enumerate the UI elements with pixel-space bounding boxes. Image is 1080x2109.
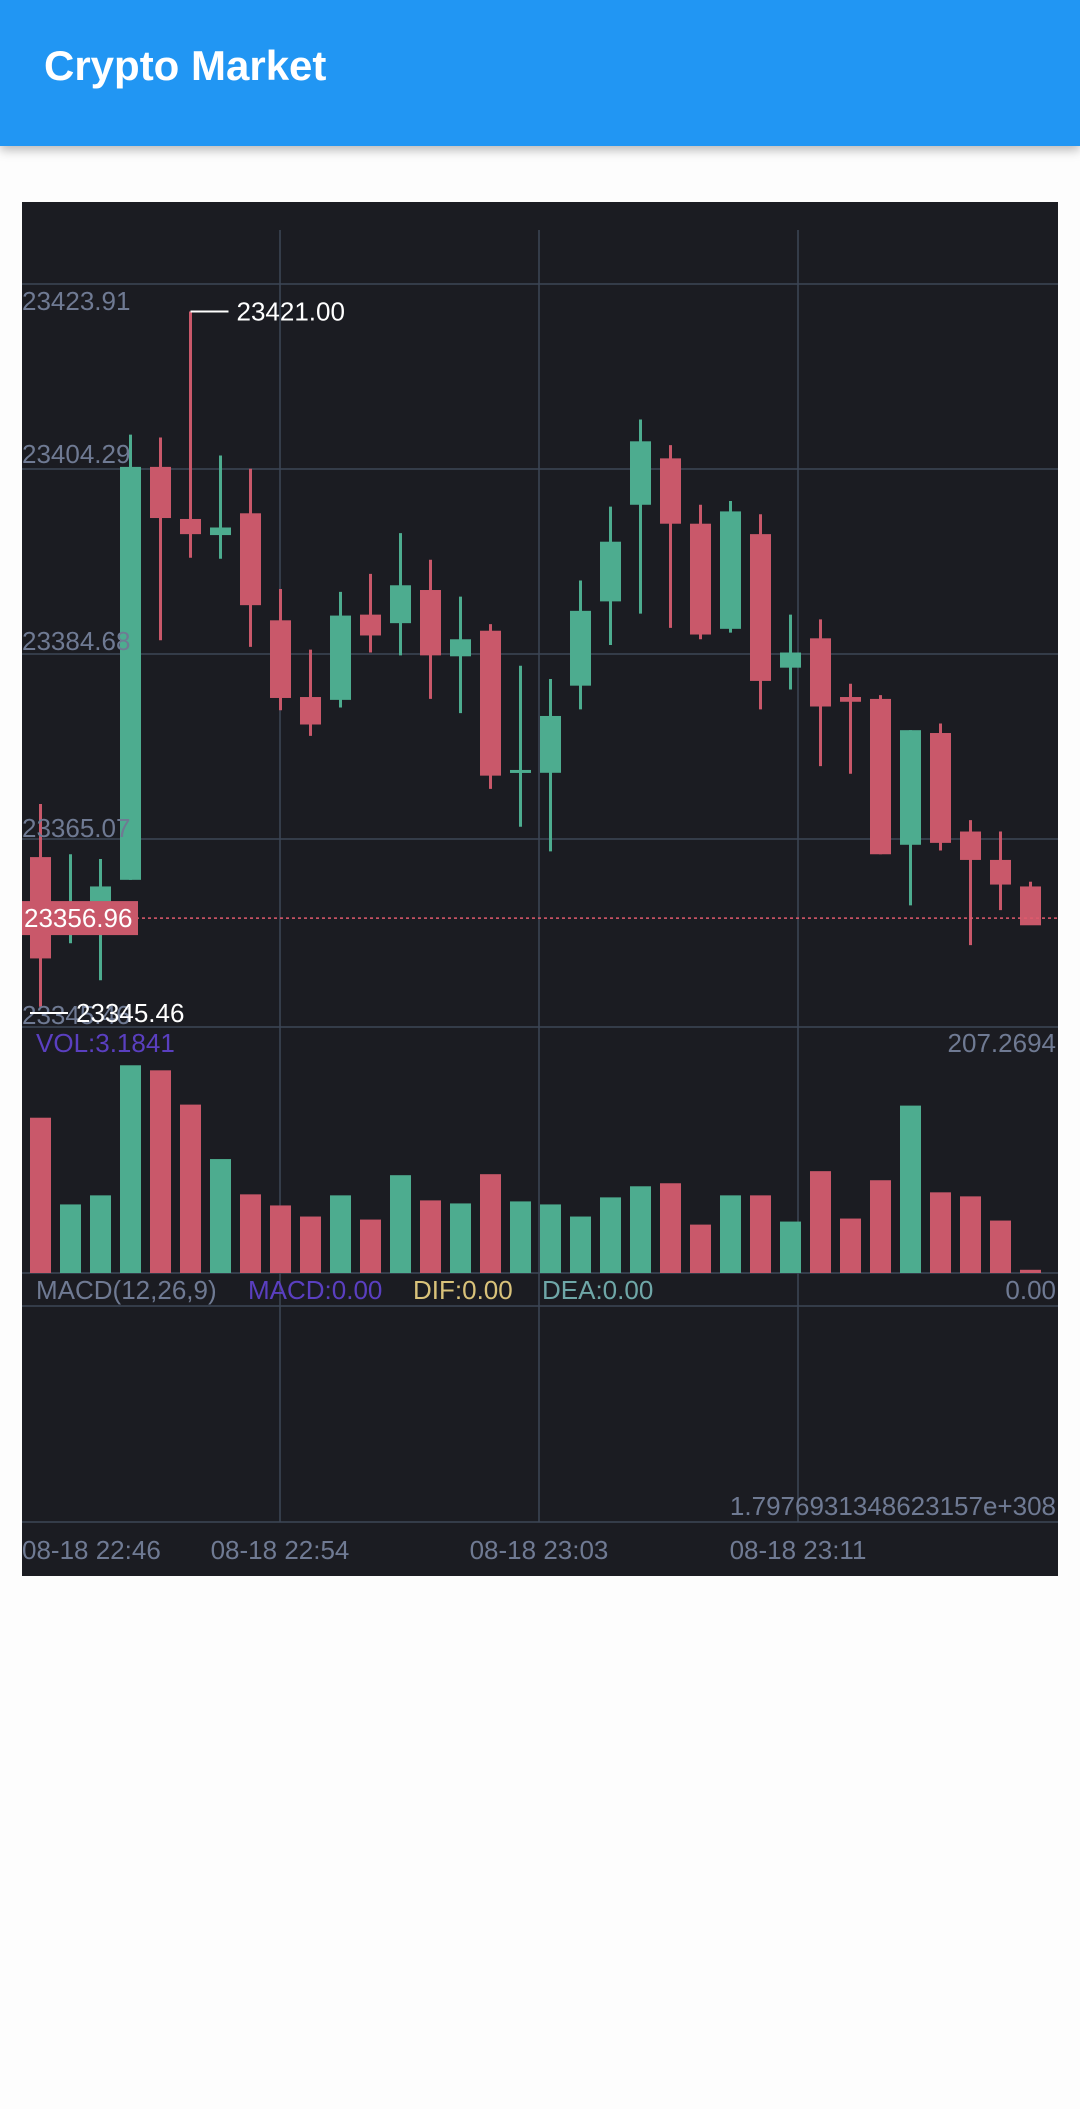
volume-bar [720, 1195, 741, 1273]
candle-body [840, 697, 861, 702]
candle-body [300, 697, 321, 725]
candles-layer [30, 311, 1041, 1007]
price-axis-label: 23423.91 [22, 286, 130, 316]
volume-bar [360, 1219, 381, 1273]
candle-body [870, 698, 891, 855]
candle-body [630, 441, 651, 505]
volume-bar [990, 1220, 1011, 1273]
volume-bar [630, 1186, 651, 1273]
volume-bar [810, 1171, 831, 1273]
volume-bar [480, 1174, 501, 1273]
volume-bar [840, 1218, 861, 1273]
macd-value-label: MACD:0.00 [248, 1275, 382, 1305]
price-axis-label: 23384.68 [22, 626, 130, 656]
low-marker-label: 23345.46 [76, 998, 184, 1028]
volume-bar [600, 1197, 621, 1273]
candle-body [270, 620, 291, 698]
volume-bar [240, 1194, 261, 1273]
candle-body [150, 466, 171, 519]
candle-body [480, 630, 501, 776]
volume-bar [510, 1201, 531, 1273]
candle-body [690, 523, 711, 635]
high-marker-label: 23421.00 [237, 297, 345, 327]
macd-title: MACD(12,26,9) [36, 1275, 217, 1305]
volume-bars-layer [30, 1065, 1041, 1273]
last-price-tag [22, 901, 138, 936]
volume-bar [270, 1205, 291, 1273]
volume-bar [1020, 1269, 1041, 1273]
volume-bar [60, 1204, 81, 1273]
candle-body [450, 639, 471, 657]
candle-body [360, 614, 381, 636]
volume-bar [450, 1203, 471, 1273]
candle-body [960, 831, 981, 860]
candle-body [390, 585, 411, 624]
candle-body [600, 541, 621, 602]
candle-body [540, 715, 561, 773]
app-title: Crypto Market [44, 42, 327, 89]
candle-body [930, 733, 951, 843]
time-axis-label: 08-18 22:54 [211, 1535, 350, 1565]
last-price-label: 23356.96 [24, 903, 132, 933]
volume-bar [120, 1065, 141, 1273]
candle-body [180, 518, 201, 535]
price-axis-label: 23345.46 [22, 1000, 130, 1030]
time-axis-label: 08-18 22:46 [22, 1535, 161, 1565]
candle-body [810, 638, 831, 707]
candle-body [900, 730, 921, 845]
volume-bar [870, 1180, 891, 1273]
macd-bottom-value: 1.7976931348623157e+308 [730, 1491, 1056, 1521]
volume-bar [960, 1196, 981, 1273]
volume-bar [150, 1070, 171, 1273]
candle-body [720, 511, 741, 629]
volume-max-label: 207.2694 [948, 1028, 1056, 1058]
volume-bar [330, 1195, 351, 1273]
volume-bar [690, 1224, 711, 1273]
candle-body [570, 610, 591, 686]
candle-body [660, 458, 681, 524]
price-axis-label: 23365.07 [22, 813, 130, 843]
volume-bar [780, 1221, 801, 1273]
time-axis-label: 08-18 23:11 [730, 1535, 867, 1565]
volume-bar [180, 1104, 201, 1273]
volume-bar [300, 1216, 321, 1273]
macd-top-value: 0.00 [1005, 1275, 1056, 1305]
time-axis-label: 08-18 23:03 [470, 1535, 609, 1565]
dea-label: DEA:0.00 [542, 1275, 653, 1305]
candle-body [1020, 886, 1041, 926]
candle-body [120, 466, 141, 880]
candle-body [330, 615, 351, 700]
volume-bar [900, 1105, 921, 1273]
candle-body [510, 769, 531, 773]
candle-body [780, 652, 801, 668]
candle-body [210, 527, 231, 536]
volume-bar [570, 1216, 591, 1273]
volume-bar [420, 1200, 441, 1273]
candle-body [750, 534, 771, 681]
app-bar: Crypto Market [0, 0, 1080, 146]
volume-bar [750, 1195, 771, 1273]
dif-label: DIF:0.00 [413, 1275, 513, 1305]
volume-bar [660, 1183, 681, 1273]
volume-label: VOL:3.1841 [36, 1028, 175, 1058]
kline-chart-svg[interactable]: 23356.96 23423.91 23404.29 23384.68 23365.07… [22, 202, 1058, 1576]
chart-labels-layer: 23356.96 23423.91 23404.29 23384.68 23365.07… [22, 286, 1058, 1565]
volume-bar [390, 1175, 411, 1273]
candle-body [990, 859, 1011, 885]
volume-bar [30, 1117, 51, 1273]
price-axis-label: 23404.29 [22, 439, 130, 469]
volume-bar [210, 1159, 231, 1273]
kline-chart[interactable]: 23356.96 23423.91 23404.29 23384.68 23365.07… [22, 202, 1058, 1576]
volume-bar [90, 1195, 111, 1273]
volume-bar [930, 1192, 951, 1273]
candle-body [420, 590, 441, 656]
volume-bar [540, 1204, 561, 1273]
chart-grid [22, 230, 1058, 1523]
candle-body [240, 513, 261, 606]
